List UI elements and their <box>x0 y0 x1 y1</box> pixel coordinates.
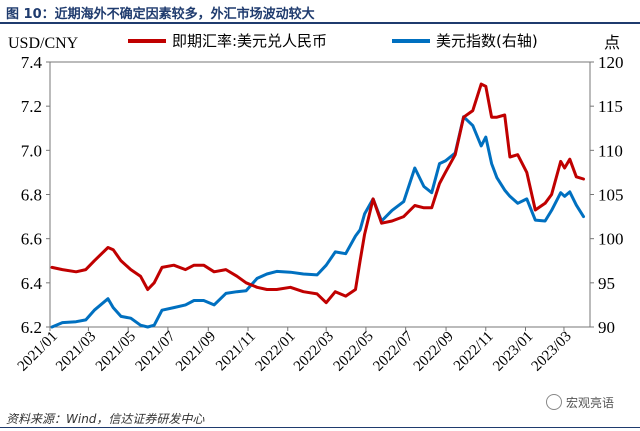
x-axis-tick-label: 2023/03 <box>529 329 575 375</box>
x-axis-tick-label: 2021/09 <box>173 329 219 375</box>
x-axis-tick-label: 2022/05 <box>331 329 377 375</box>
right-axis-tick-label: 90 <box>598 318 615 337</box>
legend-label: 美元指数(右轴) <box>436 32 538 50</box>
left-axis-tick-label: 7.4 <box>21 53 43 72</box>
x-axis-tick-label: 2022/01 <box>253 329 299 375</box>
left-axis-tick-label: 7.0 <box>21 141 42 160</box>
right-axis-tick-label: 105 <box>598 186 624 205</box>
right-axis-tick-label: 115 <box>598 97 623 116</box>
bottom-rule <box>0 427 640 428</box>
x-axis-tick-label: 2022/11 <box>451 329 497 375</box>
watermark-text: 宏观亮语 <box>565 396 614 410</box>
wechat-logo-icon <box>545 394 562 410</box>
left-axis-tick-label: 6.4 <box>21 274 43 293</box>
left-axis-tick-label: 6.8 <box>21 186 42 205</box>
series-line-usdcny <box>50 82 585 305</box>
watermark: 宏观亮语 <box>545 394 614 411</box>
legend-label: 即期汇率:美元兑人民币 <box>172 32 327 50</box>
x-axis-tick-label: 2022/09 <box>411 329 457 375</box>
left-axis-tick-label: 7.2 <box>21 97 42 116</box>
source-note: 资料来源：Wind，信达证券研发中心 <box>6 412 205 426</box>
left-axis-tick-label: 6.6 <box>21 230 42 249</box>
series-line-dollar-index <box>50 115 585 329</box>
x-axis-tick-label: 2021/07 <box>133 328 179 374</box>
left-axis-tick-label: 6.2 <box>21 318 42 337</box>
line-chart: 6.2 6.4 6.6 6.8 7.0 7.2 7.4 90 95 100 105 110 115 120… <box>8 32 624 375</box>
x-axis-tick-label: 2021/03 <box>53 329 99 375</box>
right-axis-tick-label: 120 <box>598 53 624 72</box>
right-axis-tick-label: 95 <box>598 274 615 293</box>
x-axis-tick-label: 2022/07 <box>370 328 416 374</box>
x-axis-tick-label: 2021/05 <box>93 329 139 375</box>
left-axis-unit: USD/CNY <box>8 35 79 52</box>
figure-title: 图 10：近期海外不确定因素较多，外汇市场波动较大 <box>6 7 315 22</box>
title-underline <box>0 22 640 24</box>
right-axis-tick-label: 110 <box>598 141 623 160</box>
x-axis-tick-label: 2023/01 <box>490 329 536 375</box>
x-axis-tick-label: 2021/11 <box>213 329 259 375</box>
right-axis-unit: 点 <box>604 33 620 52</box>
x-axis-tick-label: 2022/03 <box>291 329 337 375</box>
right-axis-tick-label: 100 <box>598 230 624 249</box>
